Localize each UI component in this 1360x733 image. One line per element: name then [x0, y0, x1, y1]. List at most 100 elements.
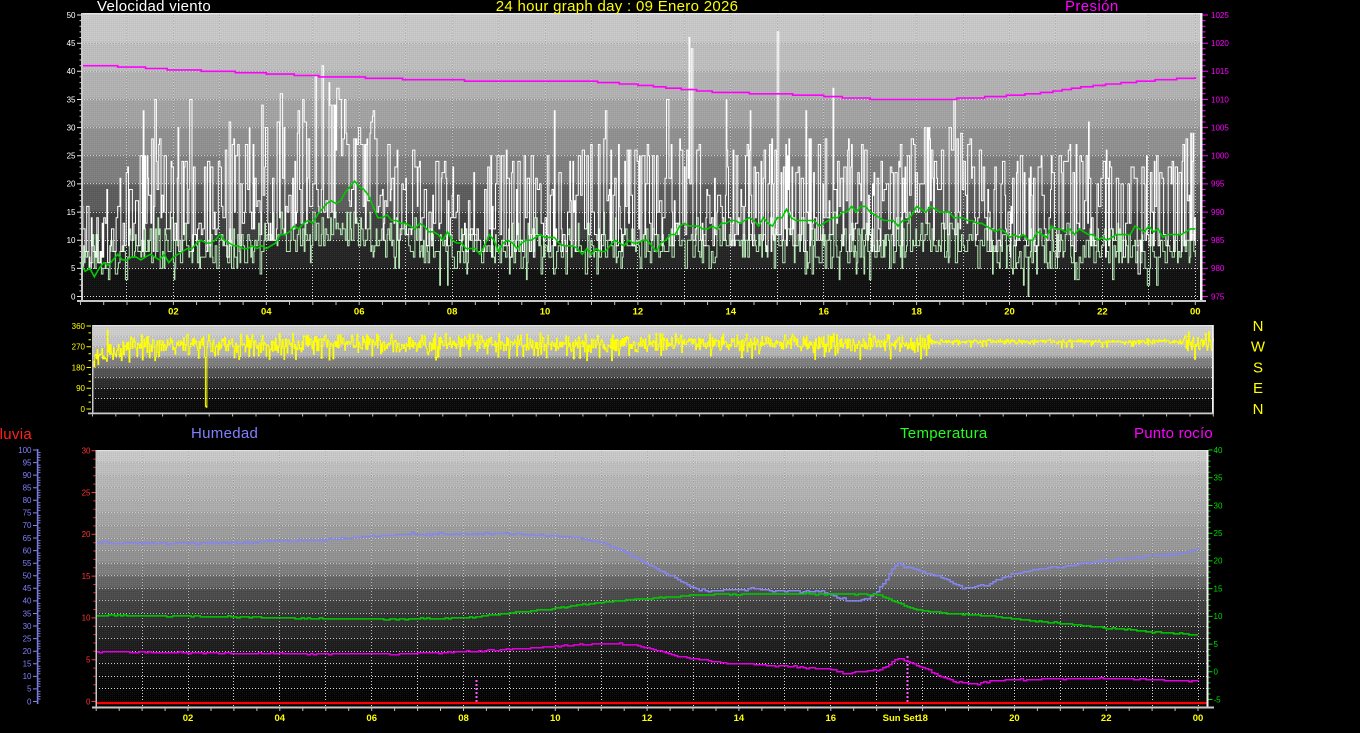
svg-text:15: 15 [67, 208, 76, 217]
svg-text:W: W [1251, 339, 1266, 356]
svg-text:20: 20 [1214, 557, 1223, 566]
svg-text:50: 50 [23, 572, 32, 581]
svg-text:Punto rocío: Punto rocío [1134, 425, 1213, 442]
svg-text:22: 22 [1101, 713, 1112, 724]
svg-text:1020: 1020 [1211, 39, 1229, 48]
svg-text:Presión: Presión [1065, 0, 1119, 15]
svg-text:40: 40 [67, 67, 76, 76]
svg-text:10: 10 [540, 307, 551, 318]
svg-text:25: 25 [67, 152, 76, 161]
svg-text:08: 08 [447, 307, 458, 318]
svg-text:35: 35 [67, 95, 76, 104]
svg-text:90: 90 [23, 471, 32, 480]
svg-text:90: 90 [76, 384, 85, 393]
svg-text:5: 5 [27, 685, 32, 694]
svg-text:40: 40 [23, 597, 32, 606]
svg-text:lluvia: lluvia [0, 426, 32, 443]
svg-text:-5: -5 [1214, 695, 1222, 704]
svg-text:04: 04 [275, 713, 286, 724]
svg-text:06: 06 [366, 713, 377, 724]
svg-text:5: 5 [71, 264, 76, 273]
svg-text:15: 15 [23, 660, 32, 669]
svg-text:180: 180 [72, 363, 86, 372]
svg-text:10: 10 [67, 236, 76, 245]
svg-text:25: 25 [1214, 529, 1223, 538]
svg-text:45: 45 [67, 39, 76, 48]
svg-text:100: 100 [18, 446, 32, 455]
svg-text:1015: 1015 [1211, 67, 1229, 76]
svg-text:360: 360 [72, 322, 86, 331]
svg-text:N: N [1253, 401, 1264, 418]
svg-text:270: 270 [72, 343, 86, 352]
svg-text:0: 0 [81, 405, 86, 414]
svg-text:30: 30 [82, 447, 91, 456]
svg-text:18: 18 [917, 713, 928, 724]
svg-text:E: E [1253, 380, 1263, 397]
svg-text:5: 5 [1214, 640, 1219, 649]
svg-text:Temperatura: Temperatura [900, 425, 988, 442]
svg-text:1000: 1000 [1211, 152, 1229, 161]
svg-text:08: 08 [458, 713, 469, 724]
svg-text:70: 70 [23, 521, 32, 530]
svg-text:30: 30 [23, 622, 32, 631]
svg-text:40: 40 [1214, 446, 1223, 455]
svg-text:45: 45 [23, 584, 32, 593]
svg-text:0: 0 [86, 697, 91, 706]
svg-text:14: 14 [734, 713, 745, 724]
svg-text:15: 15 [82, 572, 91, 581]
svg-text:0: 0 [71, 292, 76, 301]
svg-text:995: 995 [1211, 180, 1225, 189]
svg-text:95: 95 [23, 458, 32, 467]
svg-text:Humedad: Humedad [191, 425, 258, 442]
svg-text:60: 60 [23, 546, 32, 555]
svg-text:14: 14 [726, 307, 737, 318]
svg-text:85: 85 [23, 484, 32, 493]
svg-text:15: 15 [1214, 584, 1223, 593]
svg-text:0: 0 [27, 697, 32, 706]
svg-text:20: 20 [1004, 307, 1015, 318]
svg-text:985: 985 [1211, 236, 1225, 245]
svg-text:00: 00 [1190, 307, 1201, 318]
svg-text:22: 22 [1097, 307, 1108, 318]
svg-text:5: 5 [86, 656, 91, 665]
svg-text:06: 06 [354, 307, 365, 318]
svg-text:16: 16 [826, 713, 837, 724]
svg-text:1025: 1025 [1211, 11, 1229, 20]
svg-text:1005: 1005 [1211, 123, 1229, 132]
svg-text:980: 980 [1211, 264, 1225, 273]
svg-text:Sun Set: Sun Set [883, 713, 919, 724]
svg-text:12: 12 [642, 713, 653, 724]
svg-text:18: 18 [911, 307, 922, 318]
svg-text:00: 00 [1193, 713, 1204, 724]
svg-text:50: 50 [67, 11, 76, 20]
svg-text:35: 35 [23, 609, 32, 618]
svg-text:30: 30 [67, 123, 76, 132]
svg-text:75: 75 [23, 509, 32, 518]
svg-text:20: 20 [1009, 713, 1020, 724]
svg-text:16: 16 [818, 307, 829, 318]
svg-text:65: 65 [23, 534, 32, 543]
svg-text:02: 02 [168, 307, 179, 318]
svg-text:20: 20 [23, 647, 32, 656]
svg-text:25: 25 [23, 634, 32, 643]
svg-text:Velocidad viento: Velocidad viento [97, 0, 211, 15]
svg-text:10: 10 [82, 614, 91, 623]
svg-text:35: 35 [1214, 474, 1223, 483]
svg-text:0: 0 [1214, 668, 1219, 677]
svg-text:80: 80 [23, 496, 32, 505]
svg-text:55: 55 [23, 559, 32, 568]
svg-text:30: 30 [1214, 501, 1223, 510]
svg-text:N: N [1253, 318, 1264, 335]
svg-text:S: S [1253, 360, 1263, 377]
svg-text:04: 04 [261, 307, 272, 318]
svg-text:12: 12 [633, 307, 644, 318]
svg-text:20: 20 [82, 530, 91, 539]
svg-text:24 hour graph day : 09 Enero 2: 24 hour graph day : 09 Enero 2026 [496, 0, 739, 15]
svg-text:10: 10 [550, 713, 561, 724]
svg-text:02: 02 [183, 713, 194, 724]
svg-text:25: 25 [82, 488, 91, 497]
svg-text:990: 990 [1211, 208, 1225, 217]
svg-text:10: 10 [23, 672, 32, 681]
svg-text:1010: 1010 [1211, 95, 1229, 104]
svg-text:975: 975 [1211, 292, 1225, 301]
